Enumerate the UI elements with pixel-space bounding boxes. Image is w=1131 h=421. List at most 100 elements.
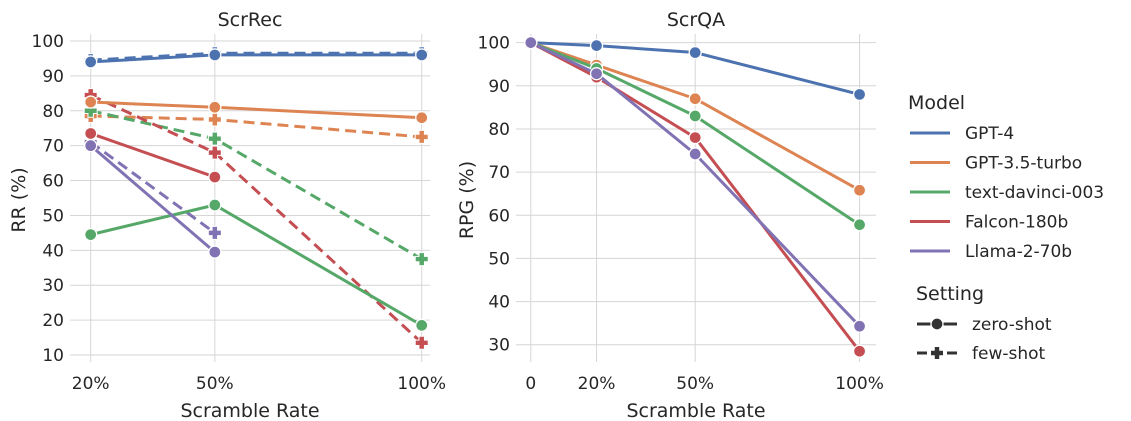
scrqa-x-tick-label: 0 — [525, 374, 536, 394]
scrrec-y-tick-label: 80 — [42, 102, 64, 122]
scrqa-falcon-180b-zero-shot-line — [530, 41, 861, 353]
scrrec-gpt-4-zero-shot-marker — [84, 55, 98, 69]
scrrec-gpt-3-5-turbo-zero-shot-marker — [415, 111, 429, 125]
scrrec-text-davinci-003-zero-shot-line — [90, 203, 423, 327]
legend-label-gpt-3-5-turbo: GPT-3.5-turbo — [965, 154, 1082, 174]
legend-label-few-shot: few-shot — [972, 344, 1046, 364]
scrrec-title: ScrRec — [218, 9, 283, 31]
scrrec-x-tick-label: 100% — [397, 374, 446, 394]
scrrec-gpt-3-5-turbo-zero-shot-line — [90, 100, 422, 120]
scrqa-y-tick-label: 100 — [478, 34, 510, 54]
scrrec-text-davinci-003-few-shot-marker — [207, 131, 222, 146]
scrqa-falcon-180b-zero-shot-marker — [852, 344, 867, 358]
scrrec-gpt-3-5-turbo-few-shot-marker — [414, 129, 429, 144]
scrqa-gpt-3-5-turbo-zero-shot-line — [530, 41, 861, 192]
scrrec-falcon-180b-zero-shot-line — [90, 132, 216, 179]
scrrec-gpt-3-5-turbo-zero-shot-marker — [208, 100, 222, 114]
legend-settings: zero-shot few-shot — [917, 315, 1052, 364]
scrqa-gpt-4-zero-shot-marker — [589, 39, 604, 53]
scrrec-gpt-3-5-turbo-zero-shot-marker — [84, 95, 98, 109]
scrqa-series — [524, 35, 867, 358]
scrrec-y-tick-label: 30 — [42, 276, 64, 296]
scrrec-y-axis-label: RR (%) — [8, 167, 30, 232]
scrqa-llama-2-70b-zero-shot-marker — [524, 35, 538, 50]
legend-label-gpt-4: GPT-4 — [965, 124, 1014, 144]
scrrec-falcon-180b-few-shot-marker — [414, 335, 429, 350]
scrrec-text-davinci-003-zero-shot-marker — [208, 198, 222, 212]
scrqa-y-tick-label: 80 — [488, 120, 510, 140]
scrrec-falcon-180b-zero-shot-marker — [208, 170, 222, 184]
scrqa-x-axis-label: Scramble Rate — [626, 400, 765, 421]
scrrec-falcon-180b-few-shot-marker — [207, 145, 222, 160]
scrrec-text-davinci-003-zero-shot-marker — [415, 318, 429, 333]
scrqa-x-tick-label: 100% — [835, 374, 884, 394]
scrqa-y-tick-label: 30 — [488, 336, 510, 356]
scrrec-gpt-4-zero-shot-line — [90, 53, 422, 64]
scrqa-x-ticks: 0 20% 50% 100% — [525, 374, 883, 394]
scrrec-y-tick-label: 50 — [42, 206, 64, 226]
scrrec-gpt-4-zero-shot-marker — [208, 48, 222, 62]
legend: Model GPT-4 GPT-3.5-turbo text-davinci-003… — [908, 92, 1104, 364]
scrrec-grid — [70, 34, 430, 362]
scrrec-llama-2-70b-few-shot-line — [89, 140, 216, 235]
scrrec-llama-2-70b-few-shot-marker — [207, 225, 222, 240]
scrrec-llama-2-70b-zero-shot-line — [89, 144, 216, 254]
scrqa-y-tick-label: 40 — [488, 293, 510, 313]
scrrec-series — [83, 46, 429, 350]
legend-label-llama-2-70b: Llama-2-70b — [965, 242, 1072, 262]
scrrec-text-davinci-003-zero-shot-marker — [84, 227, 98, 242]
scrrec-x-axis-label: Scramble Rate — [180, 400, 319, 421]
legend-model-title: Model — [908, 92, 965, 114]
scrrec-text-davinci-003-few-shot-marker — [414, 252, 429, 267]
legend-label-zero-shot: zero-shot — [972, 315, 1052, 335]
scrqa-title: ScrQA — [667, 9, 725, 31]
scrrec-llama-2-70b-zero-shot-marker — [208, 245, 222, 259]
scrrec-gpt-3-5-turbo-few-shot-marker — [207, 112, 222, 127]
scrqa-text-davinci-003-zero-shot-marker — [852, 218, 867, 232]
scrqa-llama-2-70b-zero-shot-marker — [589, 67, 604, 81]
scrqa-text-davinci-003-zero-shot-marker — [688, 109, 702, 123]
scrqa-x-tick-label: 50% — [676, 374, 714, 394]
scrrec-x-ticks: 20% 50% 100% — [72, 374, 446, 394]
legend-models: GPT-4 GPT-3.5-turbo text-davinci-003 Falcon… — [910, 124, 1104, 262]
scrqa-gpt-4-zero-shot-line — [530, 41, 860, 96]
legend-marker-zero-shot — [930, 317, 944, 331]
scrqa-y-ticks: 30 40 50 60 70 80 90 100 — [478, 34, 510, 356]
scrrec-gpt-4-zero-shot-marker — [415, 48, 429, 62]
scrqa-gpt-3-5-turbo-zero-shot-marker — [688, 92, 702, 106]
scrqa-gpt-4-zero-shot-marker — [688, 45, 702, 60]
scrrec-llama-2-70b-zero-shot-marker — [84, 139, 98, 153]
scrqa-y-tick-label: 70 — [488, 163, 510, 183]
scrrec-x-tick-label: 20% — [72, 374, 110, 394]
scrrec-y-tick-label: 40 — [42, 241, 64, 261]
legend-marker-few-shot — [930, 346, 944, 360]
legend-setting-title: Setting — [916, 283, 984, 305]
scrrec-y-tick-label: 10 — [42, 346, 64, 366]
scrqa-gpt-4-zero-shot-marker — [852, 87, 867, 102]
scrqa-panel: 30 40 50 60 70 80 90 100 0 20% 50% 100% ScrQA Scra… — [456, 9, 884, 421]
scrrec-y-ticks: 10 20 30 40 50 60 70 80 90 100 — [32, 32, 64, 366]
scrqa-y-axis-label: RPG (%) — [456, 161, 478, 239]
scrrec-y-tick-label: 100 — [32, 32, 64, 52]
scrqa-x-tick-label: 20% — [578, 374, 616, 394]
legend-label-text-davinci-003: text-davinci-003 — [965, 183, 1104, 203]
scrqa-grid — [516, 34, 876, 362]
scrqa-y-tick-label: 90 — [488, 77, 510, 97]
scrqa-falcon-180b-zero-shot-marker — [688, 130, 702, 145]
scrrec-x-tick-label: 50% — [196, 374, 234, 394]
scrrec-y-tick-label: 90 — [42, 67, 64, 87]
scrqa-y-tick-label: 60 — [488, 206, 510, 226]
scrqa-llama-2-70b-zero-shot-marker — [852, 319, 867, 333]
scrqa-llama-2-70b-zero-shot-marker — [688, 147, 702, 161]
scrqa-text-davinci-003-zero-shot-line — [530, 41, 861, 227]
legend-label-falcon-180b: Falcon-180b — [965, 213, 1068, 233]
scrqa-llama-2-70b-zero-shot-line — [530, 41, 861, 328]
scrrec-y-tick-label: 70 — [42, 137, 64, 157]
scrrec-falcon-180b-zero-shot-marker — [84, 126, 98, 141]
scrrec-y-tick-label: 60 — [42, 172, 64, 192]
scrqa-gpt-3-5-turbo-zero-shot-marker — [852, 183, 867, 197]
scrqa-y-tick-label: 50 — [488, 249, 510, 269]
scrrec-y-tick-label: 20 — [42, 311, 64, 331]
